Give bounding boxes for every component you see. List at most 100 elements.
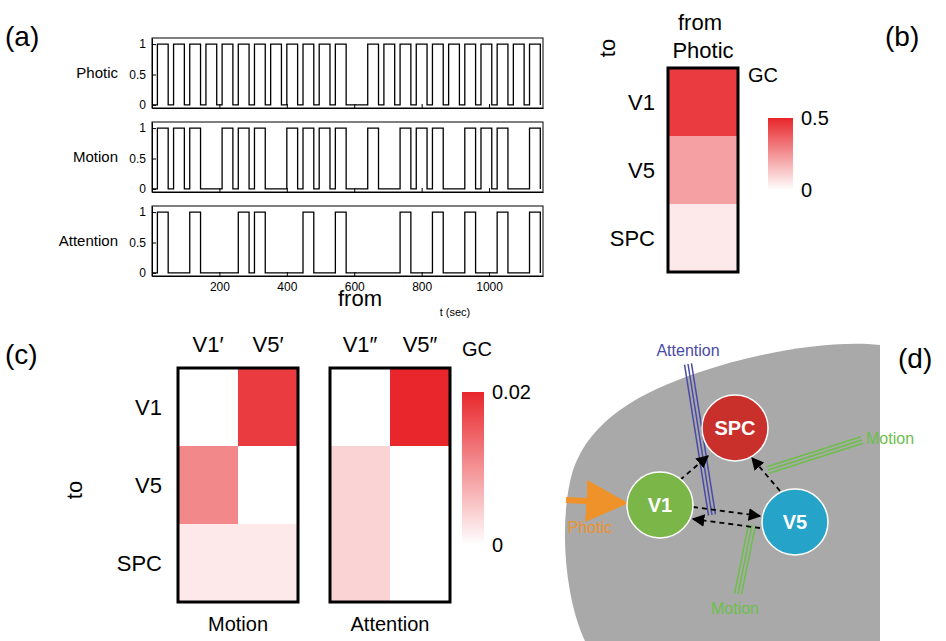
row-label: SPC	[117, 551, 162, 576]
panel-letter: (a)	[5, 21, 39, 52]
region-label: V5	[783, 511, 807, 533]
x-axis-title: t (sec)	[440, 306, 471, 318]
region-label: SPC	[714, 417, 755, 439]
x-axis-title: from	[338, 286, 382, 311]
heatmap-frame	[668, 68, 738, 272]
photic-input	[566, 500, 624, 503]
column-label: V5″	[403, 332, 438, 357]
input-label: Motion	[711, 600, 759, 617]
x-tick-label: 800	[412, 280, 432, 294]
y-tick: 0.5	[129, 68, 156, 82]
heat-cell	[668, 68, 738, 136]
heat-cell	[238, 368, 298, 446]
step-line	[152, 128, 540, 189]
series-label: Motion	[73, 148, 118, 165]
y-axis-title: to	[62, 481, 87, 499]
colorbar-title: GC	[462, 338, 492, 360]
heatmap-frame	[330, 368, 450, 602]
panel-letter: (d)	[898, 343, 932, 374]
cells	[668, 68, 738, 272]
panel-letter: (c)	[5, 339, 38, 370]
step-line	[152, 212, 540, 273]
y-tick-label: 0.5	[129, 68, 146, 82]
heat-cell	[390, 446, 450, 524]
y-tick-label: 0.5	[129, 152, 146, 166]
column-label: Photic	[672, 38, 733, 63]
heatmap-panel: (b)PhoticV1V5SPCfromto0.50GC	[595, 10, 919, 272]
heat-cell	[238, 524, 298, 602]
step-line	[152, 44, 540, 105]
column-label: V5′	[252, 332, 283, 357]
heat-cell	[390, 524, 450, 602]
x-tick	[422, 104, 423, 108]
cells	[330, 368, 450, 602]
input-label: Attention	[656, 342, 719, 359]
y-axis-title: to	[595, 39, 620, 57]
y-tick: 0.5	[129, 152, 156, 166]
colorbar-tick-label: 0.5	[801, 107, 829, 129]
x-tick: 800	[412, 272, 432, 294]
x-tick: 400	[277, 272, 297, 294]
y-tick-label: 0	[139, 266, 146, 280]
column-label: V1″	[343, 332, 378, 357]
y-tick-mark	[152, 75, 156, 76]
series-label: Attention	[59, 232, 118, 249]
x-axis-line	[153, 276, 544, 277]
x-tick-mark	[422, 104, 423, 108]
colorbar-tick-label: 0	[492, 534, 503, 556]
heat-cell	[330, 446, 390, 524]
colorbar-axis-line	[793, 119, 794, 191]
y-tick-label: 0	[139, 98, 146, 112]
y-tick: 0.5	[129, 236, 156, 250]
y-tick-mark	[152, 159, 156, 160]
y-axis-line	[152, 39, 153, 109]
diagram: (d)V1V5SPCPhoticAttentionMotionMotion	[565, 342, 932, 641]
subplot: 00.51 Motion	[73, 121, 544, 196]
y-axis: 00.51	[129, 205, 156, 280]
motion-input	[741, 526, 755, 595]
y-axis: 00.51	[129, 121, 156, 196]
y-tick-mark	[152, 44, 156, 45]
heatmap-frame	[178, 368, 298, 602]
x-tick	[489, 188, 490, 192]
x-axis-title: from	[678, 10, 722, 35]
colorbar-axis: 0.02 0	[484, 381, 531, 556]
panel-name: Attention	[351, 613, 430, 635]
panel-letter: (b)	[885, 21, 919, 52]
y-tick-mark	[152, 128, 156, 129]
x-tick-mark	[489, 188, 490, 192]
motion-input	[767, 437, 861, 467]
heat-cell	[178, 446, 238, 524]
colorbar	[462, 392, 484, 545]
motion-input	[735, 524, 749, 593]
figure: (a)00.51Photic00.51Motion00.512004006008…	[0, 0, 946, 641]
x-tick-mark	[422, 188, 423, 192]
colorbar-tick: 0.5	[793, 107, 829, 129]
series-label: Photic	[76, 64, 118, 81]
subplot: 0 0.5 1 Photic	[76, 37, 543, 112]
connection	[693, 507, 760, 516]
lines	[152, 128, 540, 189]
connection	[693, 519, 760, 528]
x-axis-line	[153, 192, 544, 193]
x-tick-mark	[489, 104, 490, 108]
heatmap-panel: (c)V1′V5′MotionV1″V5″AttentionV1V5SPCfro…	[5, 286, 531, 635]
plot-frame	[152, 122, 543, 192]
lines	[152, 212, 540, 273]
y-tick: 1	[139, 37, 156, 51]
colorbar-tick: 0	[793, 179, 812, 201]
colorbar-tick-label: 0.02	[492, 381, 531, 403]
colorbar-tick-label: 0	[801, 179, 812, 201]
motion-input	[738, 525, 752, 594]
y-tick: 1	[139, 205, 156, 219]
column-label: V1′	[192, 332, 223, 357]
region-node	[762, 489, 828, 555]
input-label: Photic	[568, 519, 612, 536]
row-label: V5	[135, 473, 162, 498]
plot-frame	[152, 206, 543, 276]
x-tick-label: 1000	[476, 280, 503, 294]
row-label: V1	[628, 90, 655, 115]
y-tick-label: 1	[139, 205, 146, 219]
brain-outline	[565, 344, 880, 641]
y-tick-label: 1	[139, 121, 146, 135]
